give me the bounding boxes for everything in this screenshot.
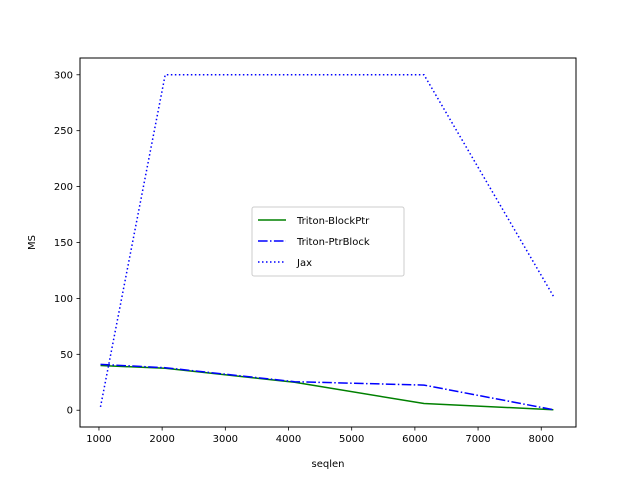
legend-box — [251, 206, 405, 277]
y-tick-label: 50 — [60, 350, 73, 361]
x-tick-label: 3000 — [213, 434, 238, 445]
y-tick-label: 250 — [54, 126, 73, 137]
y-tick-label: 300 — [54, 70, 73, 81]
x-tick-label: 4000 — [276, 434, 301, 445]
y-tick-label: 100 — [54, 294, 73, 305]
x-tick-label: 1000 — [86, 434, 111, 445]
x-tick-label: 5000 — [339, 434, 364, 445]
legend-label: Triton-BlockPtr — [296, 216, 370, 227]
x-tick-label: 6000 — [402, 434, 427, 445]
legend-label: Jax — [296, 258, 312, 269]
y-axis-label: MS — [27, 235, 38, 250]
y-tick-label: 200 — [54, 182, 73, 193]
legend-label: Triton-PtrBlock — [296, 237, 370, 248]
y-tick-label: 0 — [67, 406, 73, 417]
x-axis-label: seqlen — [312, 459, 345, 470]
legend: Triton-BlockPtr Triton-PtrBlock Jax — [251, 206, 405, 277]
series-line-1 — [100, 363, 554, 411]
x-tick-label: 2000 — [149, 434, 174, 445]
y-ticks: 0 50 100 150 200 250 300 — [54, 70, 80, 417]
x-tick-label: 8000 — [529, 434, 554, 445]
series-layer — [99, 74, 555, 411]
x-ticks: 1000 2000 3000 4000 5000 6000 7000 8000 — [86, 427, 554, 445]
y-tick-label: 150 — [54, 238, 73, 249]
x-tick-label: 7000 — [465, 434, 490, 445]
